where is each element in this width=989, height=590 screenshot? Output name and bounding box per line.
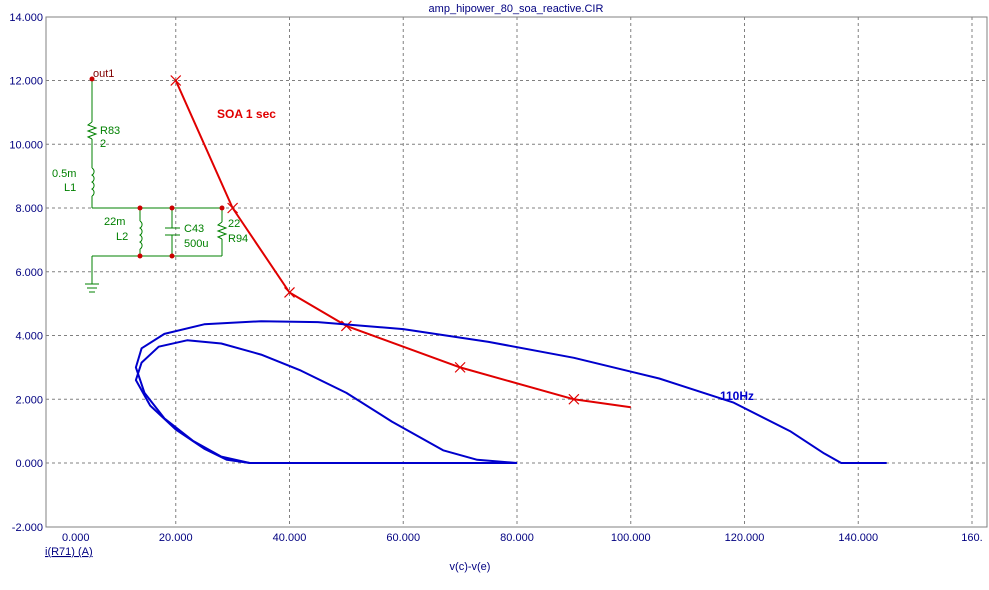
junction-dot bbox=[137, 205, 143, 211]
resistor-r94-symbol bbox=[216, 221, 228, 240]
resistor-r83-symbol bbox=[86, 121, 98, 140]
l2-name-label: L2 bbox=[116, 231, 128, 243]
frequency-annotation: 110Hz bbox=[720, 389, 754, 403]
y-tick-label: 10.000 bbox=[9, 139, 43, 151]
inductor-l1-symbol bbox=[90, 167, 95, 197]
series-layer bbox=[134, 75, 887, 464]
soa-annotation: SOA 1 sec bbox=[217, 107, 276, 121]
junction-dot bbox=[89, 76, 95, 82]
y-axis-label: i(R71) (A) bbox=[45, 546, 93, 558]
node-label-out1: out1 bbox=[93, 68, 114, 80]
junction-dot bbox=[169, 205, 175, 211]
soa-point-marker bbox=[170, 75, 182, 86]
chart-title: amp_hipower_80_soa_reactive.CIR bbox=[429, 3, 604, 15]
soa-point-marker bbox=[340, 320, 352, 332]
y-tick-label: 4.000 bbox=[15, 331, 43, 343]
x-tick-label: 160. bbox=[961, 532, 982, 544]
x-tick-label: 60.000 bbox=[386, 532, 420, 544]
y-tick-label: 14.000 bbox=[9, 12, 43, 24]
plot-frame bbox=[45, 16, 988, 528]
inductor-l2-symbol bbox=[138, 220, 143, 250]
y-tick-label: 6.000 bbox=[15, 267, 43, 279]
x-axis-label: v(c)-v(e) bbox=[450, 561, 491, 573]
c43-name-label: C43 bbox=[184, 223, 204, 235]
l2-value-label: 22m bbox=[104, 216, 125, 228]
circuit-schematic: out1 R83 2 0.5m L1 22m L2 C43 500u 22 R9… bbox=[52, 68, 248, 293]
soa-point-marker bbox=[284, 287, 295, 298]
soa-point-marker bbox=[454, 361, 466, 373]
r94-name-label: R94 bbox=[228, 233, 248, 245]
load-line-trace bbox=[134, 339, 518, 464]
y-tick-label: 0.000 bbox=[15, 458, 43, 470]
soa-point-marker bbox=[568, 393, 580, 405]
x-tick-label: 20.000 bbox=[159, 532, 193, 544]
r94-value-label: 22 bbox=[228, 218, 240, 230]
x-tick-label: 140.000 bbox=[838, 532, 878, 544]
l1-name-label: L1 bbox=[64, 182, 76, 194]
junction-dot bbox=[137, 253, 143, 259]
y-tick-label: 2.000 bbox=[15, 394, 43, 406]
l1-value-label: 0.5m bbox=[52, 168, 76, 180]
junction-dot bbox=[169, 253, 175, 259]
load-line-trace bbox=[134, 320, 887, 464]
y-tick-label: 12.000 bbox=[9, 76, 43, 88]
r83-value-label: 2 bbox=[100, 138, 106, 150]
x-tick-label: 0.000 bbox=[62, 532, 90, 544]
y-tick-label: 8.000 bbox=[15, 203, 43, 215]
y-tick-label: -2.000 bbox=[12, 522, 43, 534]
r83-name-label: R83 bbox=[100, 125, 120, 137]
c43-value-label: 500u bbox=[184, 238, 208, 250]
x-tick-label: 40.000 bbox=[273, 532, 307, 544]
x-tick-label: 80.000 bbox=[500, 532, 534, 544]
x-tick-label: 100.000 bbox=[611, 532, 651, 544]
junction-dot bbox=[219, 205, 225, 211]
tick-labels: 0.000 20.000 40.000 60.000 80.000 100.000 120.… bbox=[9, 12, 982, 544]
x-tick-label: 120.000 bbox=[725, 532, 765, 544]
grid bbox=[46, 17, 987, 527]
soa-point-marker bbox=[227, 202, 239, 214]
